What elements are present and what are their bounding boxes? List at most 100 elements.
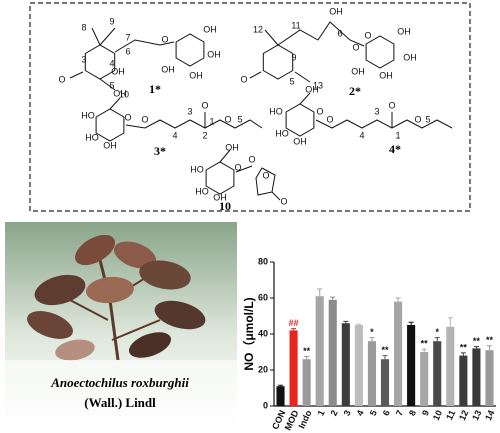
atom-label: O	[234, 162, 241, 172]
atom-label: O	[364, 30, 371, 40]
atom-label: OH	[203, 24, 217, 34]
ring	[175, 33, 205, 67]
bond	[69, 27, 175, 91]
error-bar	[278, 384, 284, 387]
significance: **	[381, 345, 389, 355]
atom-label: OH	[189, 70, 203, 80]
bar	[276, 386, 285, 406]
x-tick-label: 8	[407, 409, 418, 418]
bar	[354, 325, 363, 406]
error-bar	[447, 317, 453, 327]
x-tick-label: 7	[394, 409, 405, 418]
error-bar	[343, 320, 349, 324]
error-bar	[382, 355, 388, 360]
x-tick-label: Indo	[297, 408, 314, 430]
bar	[420, 352, 429, 406]
atom-label: HO	[81, 110, 95, 120]
error-bar	[486, 345, 492, 351]
structure-box	[29, 2, 471, 212]
bond	[249, 21, 365, 83]
atom-label: 6	[337, 28, 342, 38]
compound-label: 2*	[349, 84, 361, 98]
x-tick-label: 6	[381, 409, 392, 418]
compound-label: 10	[219, 199, 231, 213]
error-bar	[421, 348, 427, 352]
x-tick-label: 11	[444, 409, 457, 422]
atom-label: O	[352, 42, 359, 52]
x-tick-label: 4	[355, 409, 366, 418]
atom-label: OH	[351, 66, 365, 76]
error-bar	[395, 297, 401, 302]
atom-label: OH	[207, 49, 221, 59]
ring	[262, 44, 294, 80]
error-bar	[317, 288, 323, 297]
atom-label: 1	[209, 116, 214, 126]
atom-label: O	[248, 154, 255, 164]
y-axis-label: NO（μmol/L)	[241, 297, 256, 370]
atom-label: O	[161, 34, 168, 44]
error-bar	[369, 337, 375, 342]
ring	[365, 35, 395, 69]
significance: **	[460, 342, 468, 352]
significance: **	[303, 346, 311, 356]
bar	[380, 359, 390, 406]
atom-label: O	[326, 114, 333, 124]
x-tick-label: 5	[368, 409, 379, 418]
x-tick-label: 12	[457, 409, 470, 422]
error-bar	[291, 328, 297, 331]
bar	[485, 350, 494, 406]
error-bar	[408, 321, 414, 325]
atom-label: OH	[403, 52, 417, 62]
atom-label: O	[280, 196, 287, 206]
atom-label: 9	[291, 52, 296, 62]
bar	[315, 296, 324, 406]
bond	[219, 149, 281, 201]
atom-label: HO	[190, 164, 204, 174]
atom-label: 4	[359, 130, 364, 140]
significance: **	[473, 336, 481, 346]
x-tick-label: 3	[342, 409, 353, 418]
atom-label: HO	[85, 132, 99, 142]
bar	[407, 325, 416, 406]
atom-label: O	[414, 114, 421, 124]
atom-label: 1	[395, 130, 400, 140]
ring	[285, 103, 315, 137]
ring	[95, 108, 125, 142]
atom-label: O	[141, 114, 148, 124]
bar	[302, 359, 311, 406]
compound-label: 3*	[154, 144, 166, 158]
bar	[459, 355, 468, 406]
atom-label: 10	[119, 89, 129, 99]
atom-label: 3	[374, 106, 379, 116]
x-tick-label: 9	[420, 409, 431, 418]
atom-label: 6	[125, 46, 130, 56]
atom-label: HO	[195, 186, 209, 196]
atom-label: O	[316, 106, 323, 116]
x-tick-label: 1	[315, 409, 326, 418]
y-tick-label: 0	[263, 400, 268, 410]
y-tick-label: 20	[258, 364, 268, 374]
plant-name: Anoectochilus roxburghii	[50, 375, 189, 390]
atom-label: 5	[289, 76, 294, 86]
bond	[109, 97, 263, 129]
plant-author: (Wall.) Lindl	[84, 395, 156, 410]
atom-label: OH	[161, 64, 175, 74]
x-tick-label: 2	[329, 409, 340, 418]
compound-label: 4*	[389, 142, 401, 156]
bar	[341, 323, 350, 406]
atom-label: OH	[397, 26, 411, 36]
bar	[328, 299, 337, 406]
atom-label: HO	[275, 128, 289, 138]
bond	[299, 92, 453, 129]
atom-label: 7	[125, 32, 130, 42]
atom-label: OH	[113, 88, 127, 98]
atom-label: 3	[81, 54, 86, 64]
atom-label: OH	[213, 192, 227, 202]
y-tick-label: 60	[258, 292, 268, 302]
atom-label: HO	[269, 106, 283, 116]
error-bar	[460, 352, 466, 356]
atom-label: OH	[225, 142, 239, 152]
atom-label: O	[58, 74, 65, 84]
